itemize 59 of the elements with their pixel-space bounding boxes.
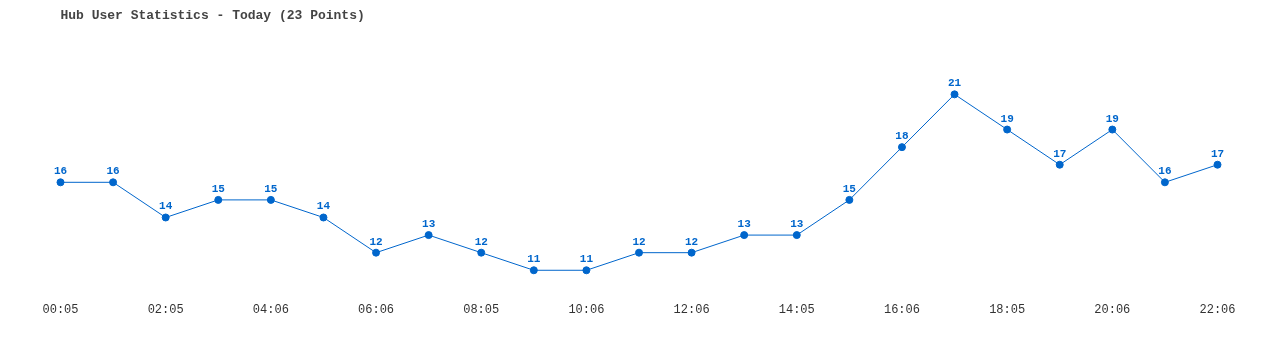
x-tick-label: 10:06 — [568, 302, 605, 317]
point — [845, 195, 854, 204]
x-tick-label: 18:05 — [989, 302, 1026, 317]
point — [792, 231, 801, 240]
data-label: 14 — [316, 200, 331, 213]
x-tick-label: 22:06 — [1199, 302, 1236, 317]
data-label: 17 — [1053, 147, 1067, 160]
point — [1160, 178, 1169, 187]
point — [161, 213, 170, 222]
point — [740, 231, 749, 240]
x-tick-label: 12:06 — [673, 302, 710, 317]
chart-title: Hub User Statistics - Today (23 Points) — [60, 7, 365, 23]
data-label: 19 — [1105, 112, 1119, 125]
data-label: 11 — [579, 253, 594, 266]
data-label: 16 — [53, 165, 68, 178]
point — [56, 178, 65, 187]
point — [109, 178, 118, 187]
data-label: 12 — [369, 235, 383, 248]
point — [266, 195, 275, 204]
data-label: 19 — [1000, 112, 1014, 125]
data-label: 12 — [474, 235, 488, 248]
data-label: 15 — [264, 182, 278, 195]
x-tick-label: 04:06 — [252, 302, 289, 317]
point — [897, 143, 906, 152]
point — [1055, 160, 1064, 169]
point — [424, 231, 433, 240]
x-tick-label: 08:05 — [463, 302, 500, 317]
x-tick-label: 00:05 — [42, 302, 79, 317]
x-tick-label: 14:05 — [778, 302, 815, 317]
data-label: 11 — [527, 253, 541, 266]
data-label: 13 — [422, 218, 436, 231]
point — [529, 266, 538, 275]
data-label: 14 — [159, 200, 173, 213]
data-label: 17 — [1210, 147, 1225, 160]
data-label: 16 — [1158, 165, 1172, 178]
data-label: 18 — [895, 130, 909, 143]
data-label: 12 — [684, 235, 699, 248]
x-tick-label: 20:06 — [1094, 302, 1131, 317]
point — [319, 213, 328, 222]
point — [1213, 160, 1222, 169]
data-label: 13 — [790, 218, 804, 231]
data-label: 13 — [737, 218, 752, 231]
point — [214, 195, 223, 204]
data-label: 15 — [211, 182, 226, 195]
point — [582, 266, 591, 275]
x-tick-label: 02:05 — [147, 302, 184, 317]
point — [635, 248, 643, 257]
point — [687, 248, 696, 257]
point — [477, 248, 486, 257]
point — [372, 248, 381, 257]
point — [1003, 125, 1012, 134]
data-label: 21 — [947, 77, 962, 90]
data-label: 15 — [842, 182, 857, 195]
point — [1108, 125, 1117, 134]
data-label: 16 — [106, 165, 120, 178]
x-tick-label: 06:06 — [358, 302, 395, 317]
point — [950, 90, 959, 99]
x-tick-label: 16:06 — [883, 302, 920, 317]
data-label: 12 — [632, 235, 646, 248]
